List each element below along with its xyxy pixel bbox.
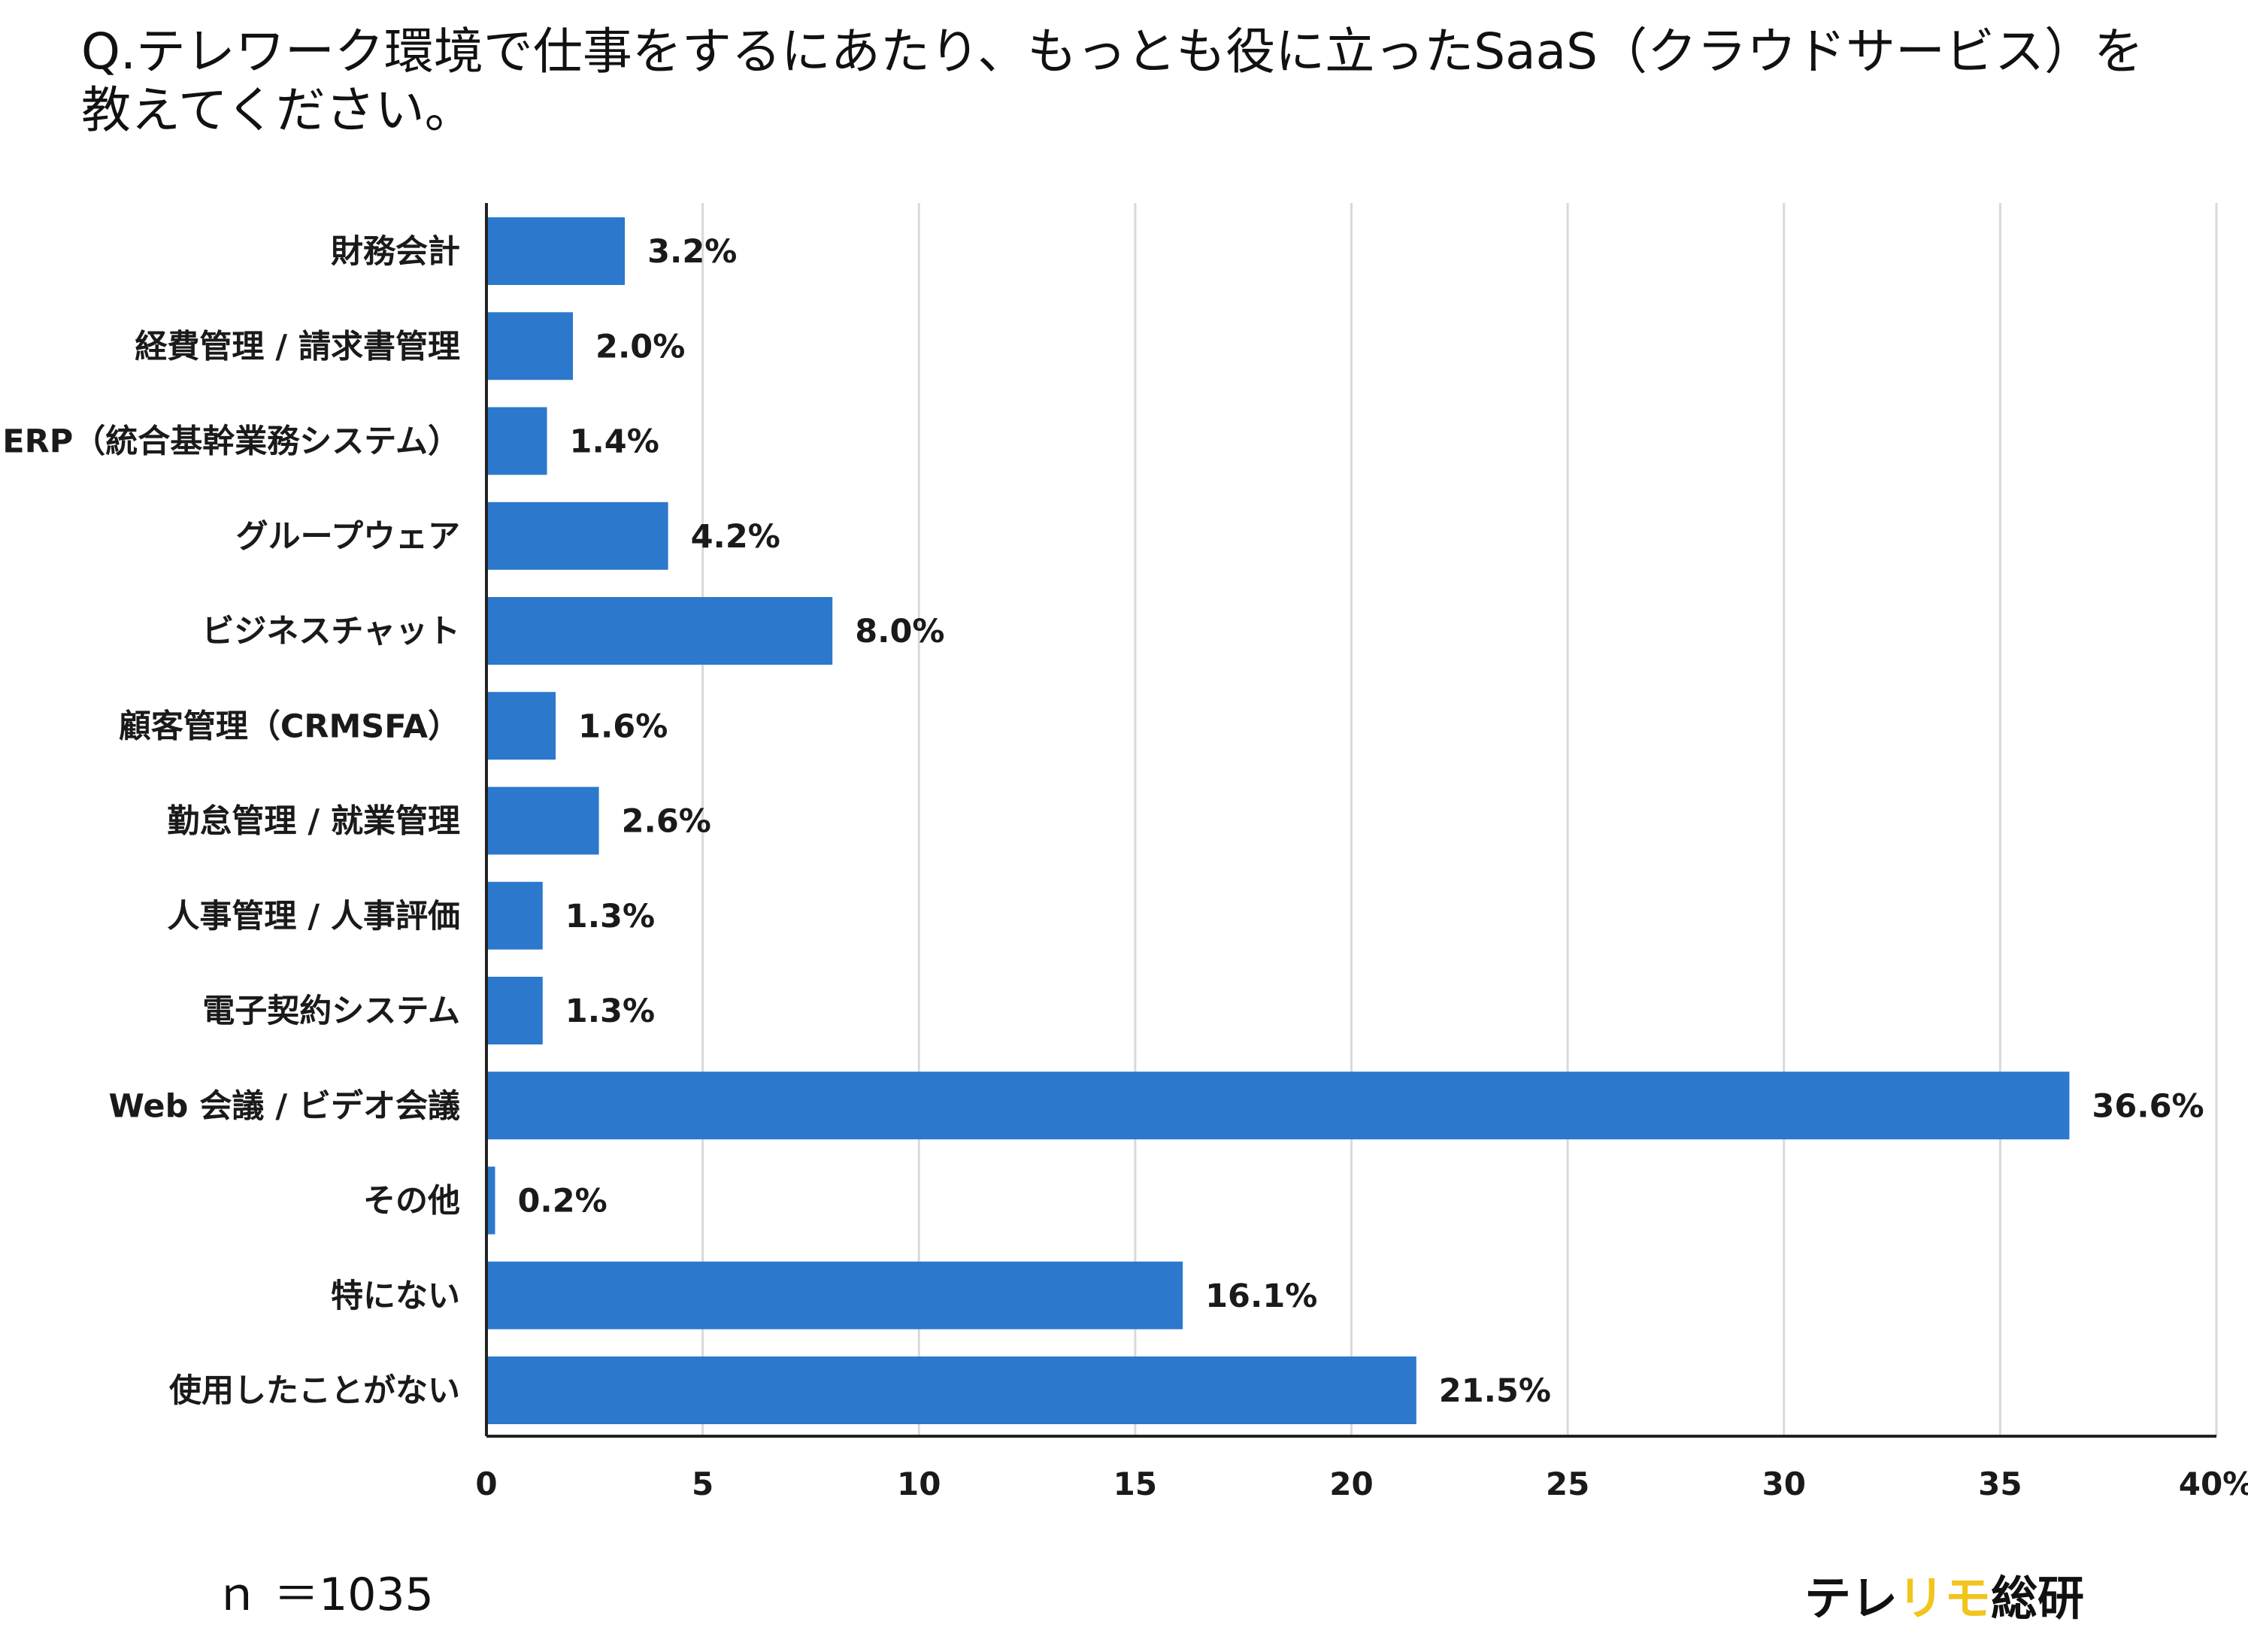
value-label: 0.2%	[518, 1183, 607, 1220]
gridlines	[701, 203, 2218, 1436]
value-label: 2.6%	[622, 803, 711, 841]
bar	[486, 692, 556, 760]
value-label: 1.3%	[565, 898, 655, 935]
bar	[486, 502, 668, 570]
labels: 0 5 10 15 20 25 30 35 40% 財務会計 3.2% 経費管理 / 請求書管理 2.0…	[2, 233, 2248, 1502]
value-label: 1.6%	[578, 708, 668, 745]
value-label: 2.0%	[595, 328, 685, 365]
bar	[486, 1072, 2070, 1140]
bar	[486, 977, 543, 1044]
x-tick-label: 10	[897, 1466, 941, 1502]
brand-part-3: 総研	[1991, 1571, 2085, 1626]
value-label: 4.2%	[691, 518, 780, 556]
x-tick-label: 0	[475, 1466, 497, 1502]
bar	[486, 597, 833, 665]
brand-part-2: リモ	[1898, 1571, 1992, 1626]
brand-part-1: テレ	[1804, 1571, 1898, 1626]
category-label: 人事管理 / 人事評価	[167, 898, 460, 935]
bar	[486, 1166, 495, 1235]
category-label: 顧客管理（CRMSFA）	[119, 708, 460, 745]
bar	[486, 787, 599, 855]
category-label: 経費管理 / 請求書管理	[135, 328, 460, 365]
bar	[486, 1261, 1183, 1329]
x-tick-label: 5	[692, 1466, 713, 1502]
category-label: ERP（統合基幹業務システム）	[2, 423, 460, 461]
x-tick-label: 40%	[2179, 1466, 2248, 1502]
x-tick-label: 25	[1546, 1466, 1589, 1502]
x-tick-label: 20	[1329, 1466, 1373, 1502]
bar	[486, 407, 547, 475]
axes	[485, 203, 2216, 1438]
value-label: 1.4%	[570, 423, 659, 461]
value-label: 16.1%	[1205, 1278, 1317, 1315]
x-tick-label: 30	[1762, 1466, 1806, 1502]
bar	[486, 217, 626, 285]
chart-title: Q.テレワーク環境で仕事をするにあたり、もっとも役に立ったSaaS（クラウドサー…	[81, 23, 2143, 139]
category-label: その他	[363, 1183, 460, 1220]
value-label: 3.2%	[647, 233, 737, 271]
category-label: グループウェア	[236, 518, 460, 556]
value-label: 21.5%	[1439, 1372, 1551, 1410]
bar	[486, 312, 574, 380]
bar	[486, 1356, 1416, 1424]
x-tick-label: 15	[1113, 1466, 1157, 1502]
category-label: 特にない	[331, 1278, 460, 1315]
category-label: 財務会計	[331, 233, 460, 271]
bar	[486, 881, 543, 950]
category-label: 使用したことがない	[169, 1372, 460, 1410]
category-label: 勤怠管理 / 就業管理	[167, 803, 460, 841]
value-label: 8.0%	[855, 613, 944, 650]
category-label: ビジネスチャット	[201, 613, 460, 650]
category-label: 電子契約システム	[202, 993, 460, 1030]
value-label: 1.3%	[565, 993, 655, 1030]
sample-size-label: ｎ ＝1035	[214, 1569, 434, 1621]
x-tick-label: 35	[1978, 1466, 2022, 1502]
brand-logo: テレリモ総研	[1804, 1560, 2084, 1628]
category-label: Web 会議 / ビデオ会議	[109, 1087, 460, 1125]
bars	[486, 217, 2070, 1424]
value-label: 36.6%	[2092, 1087, 2204, 1125]
